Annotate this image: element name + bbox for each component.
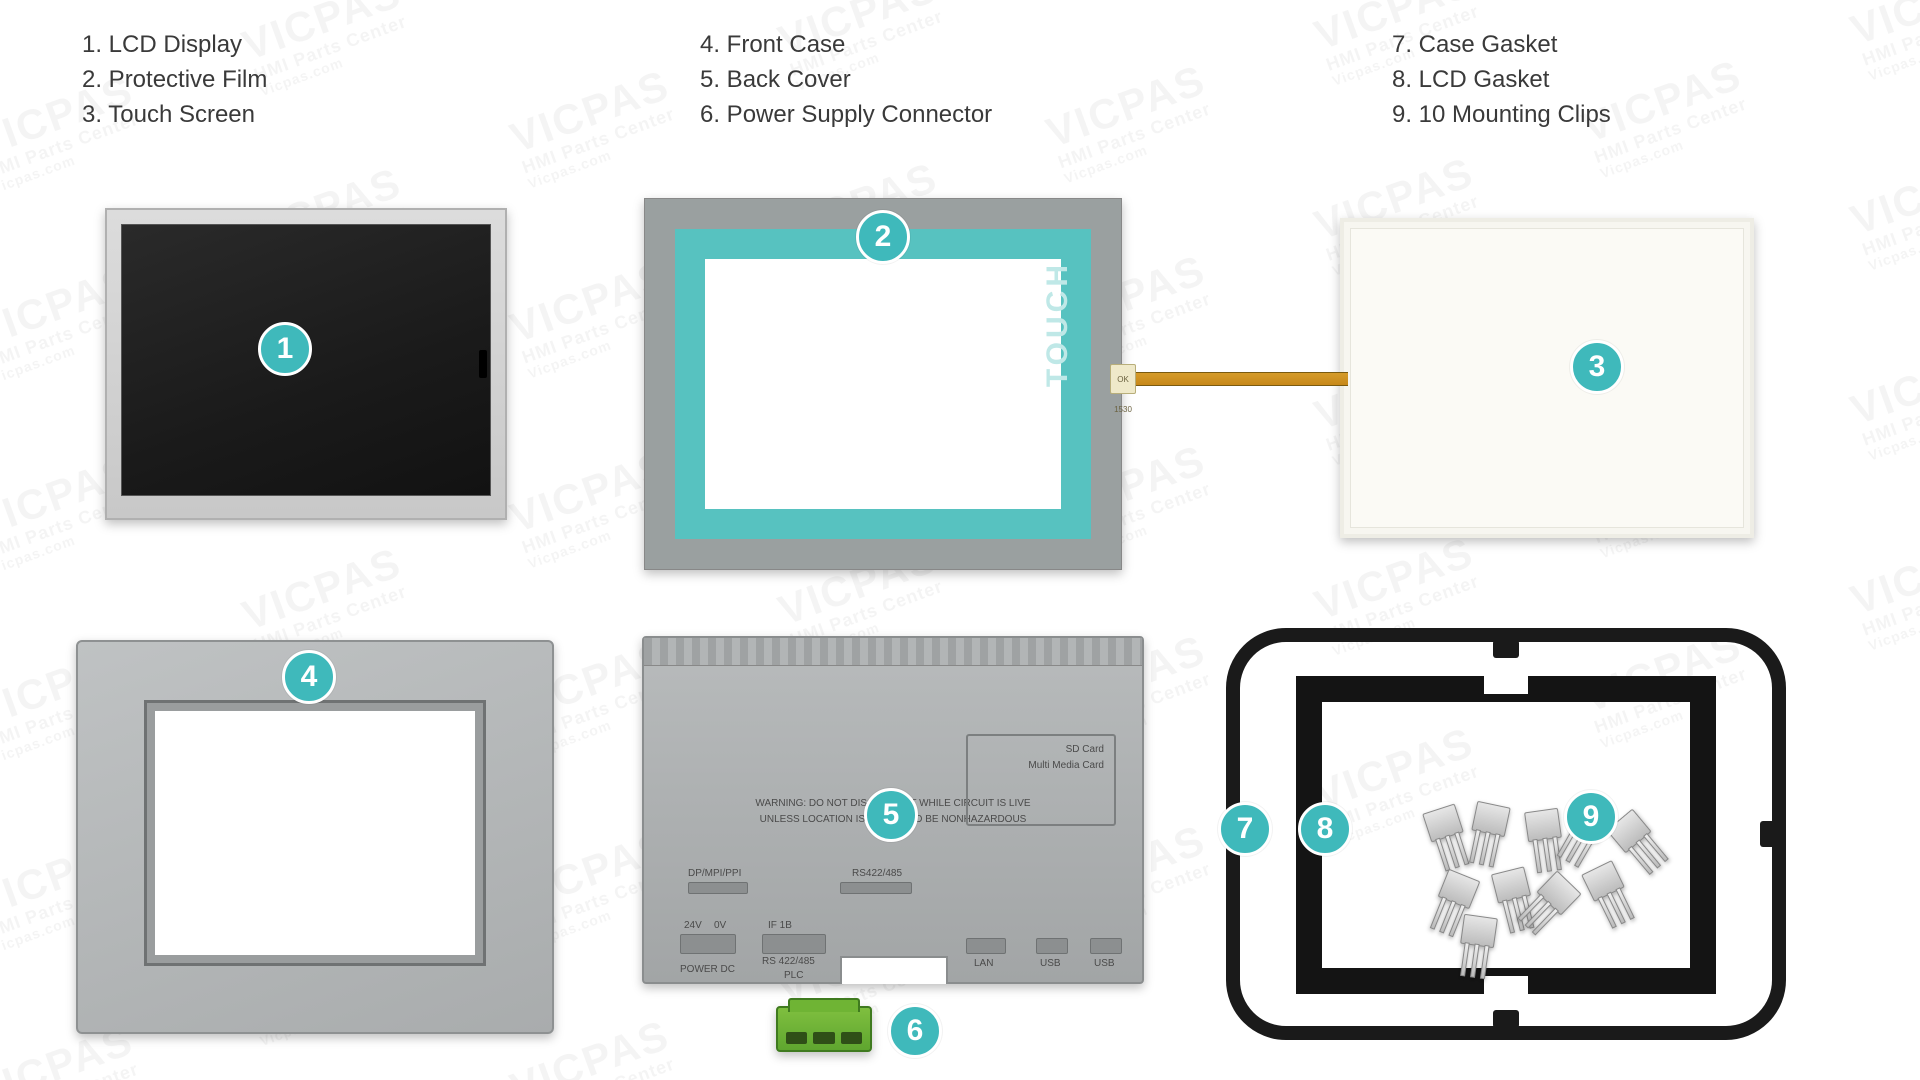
callout-badge-1: 1 — [258, 322, 312, 376]
legend-item: 3. Touch Screen — [82, 98, 267, 133]
mounting-clip — [1422, 803, 1464, 842]
legend-item: 1. LCD Display — [82, 28, 267, 63]
mounting-clip — [1581, 860, 1625, 902]
sd-card-cage: SD Card Multi Media Card — [966, 734, 1116, 826]
callout-badge-4: 4 — [282, 650, 336, 704]
ribbon-label: OK 1530 — [1111, 365, 1135, 425]
diagram-canvas: VICPASHMI Parts CenterVicpas.comVICPASHM… — [0, 0, 1920, 1080]
callout-badge-9: 9 — [1564, 790, 1618, 844]
power-connector-top — [788, 998, 860, 1012]
legend-item: 5. Back Cover — [700, 63, 992, 98]
gasket-lug — [1493, 640, 1519, 658]
port-label-plc: PLC — [784, 970, 803, 981]
part-power-connector — [776, 1006, 872, 1052]
film-touch-label: TOUCH — [1041, 261, 1075, 387]
legend-item: 6. Power Supply Connector — [700, 98, 992, 133]
film-bezel — [675, 229, 1091, 539]
mounting-clip — [1524, 808, 1562, 842]
mounting-clip — [1536, 870, 1581, 915]
touch-screen-ribbon-end: OK 1530 — [1110, 364, 1136, 394]
port-label-usb1: USB — [1040, 958, 1061, 969]
port-plc — [762, 934, 826, 954]
callout-badge-8: 8 — [1298, 802, 1352, 856]
port-label-rs2: RS 422/485 — [762, 956, 815, 967]
port-label-0v: 0V — [714, 920, 726, 931]
legend-col-3: 7. Case Gasket 8. LCD Gasket 9. 10 Mount… — [1392, 28, 1611, 132]
port-label-24v: 24V — [684, 920, 702, 931]
mounting-clip — [1491, 866, 1531, 903]
sd-label-1: SD Card — [1066, 744, 1104, 755]
callout-badge-7: 7 — [1218, 802, 1272, 856]
lcd-gasket-notch — [1484, 676, 1528, 694]
port-rs — [840, 882, 912, 894]
legend-item: 7. Case Gasket — [1392, 28, 1611, 63]
back-cover-fins — [644, 638, 1142, 666]
gasket-lug — [1760, 821, 1778, 847]
port-dp — [688, 882, 748, 894]
callout-badge-3: 3 — [1570, 340, 1624, 394]
legend-col-2: 4. Front Case 5. Back Cover 6. Power Sup… — [700, 28, 992, 132]
port-usb1 — [1036, 938, 1068, 954]
legend-item: 9. 10 Mounting Clips — [1392, 98, 1611, 133]
port-power — [680, 934, 736, 954]
mounting-clip — [1438, 869, 1481, 910]
part-touch-screen: OK 1530 — [1340, 218, 1754, 538]
sd-label-2: Multi Media Card — [1028, 760, 1104, 771]
port-lan — [966, 938, 1006, 954]
legend-col-1: 1. LCD Display 2. Protective Film 3. Tou… — [82, 28, 267, 132]
legend-item: 8. LCD Gasket — [1392, 63, 1611, 98]
touch-screen-ribbon — [1134, 372, 1348, 386]
touch-screen-glass — [1350, 228, 1744, 528]
port-usb2 — [1090, 938, 1122, 954]
port-label-dp: DP/MPI/PPI — [688, 868, 741, 879]
port-label-if1b: IF 1B — [768, 920, 792, 931]
legend-item: 4. Front Case — [700, 28, 992, 63]
lcd-notch — [479, 350, 487, 378]
gasket-lug — [1493, 1010, 1519, 1028]
lcd-gasket-notch — [1484, 976, 1528, 994]
mounting-clip — [1471, 801, 1510, 837]
back-cover-cutout — [840, 956, 948, 984]
port-label-usb2: USB — [1094, 958, 1115, 969]
port-label-power: POWER DC — [680, 964, 735, 975]
callout-badge-6: 6 — [888, 1004, 942, 1058]
callout-badge-2: 2 — [856, 210, 910, 264]
front-case-window — [144, 700, 486, 966]
callout-badge-5: 5 — [864, 788, 918, 842]
port-label-rs: RS422/485 — [852, 868, 902, 879]
legend-item: 2. Protective Film — [82, 63, 267, 98]
mounting-clip — [1460, 914, 1498, 948]
port-label-lan: LAN — [974, 958, 993, 969]
power-connector-pins — [786, 1032, 862, 1044]
